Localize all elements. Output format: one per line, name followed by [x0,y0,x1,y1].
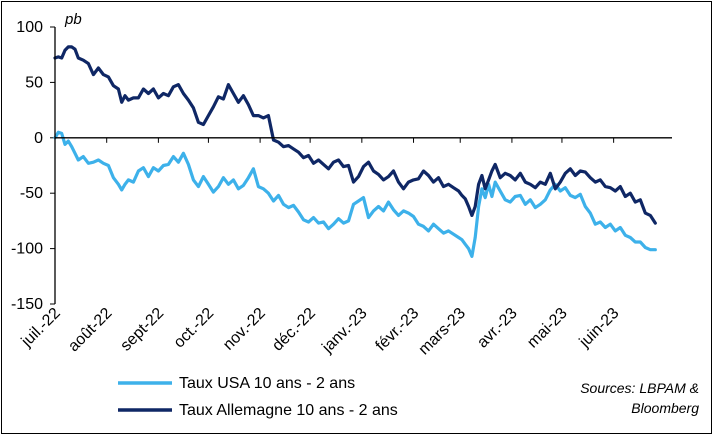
x-tick-label: déc.-22 [269,305,319,355]
x-tick-label: mars-23 [416,305,470,359]
source-line-1: Sources: LBPAM & [580,380,699,396]
x-axis-ticks: juil.-22 août-22 sept-22 oct.-22 nov.-22 déc.… [18,137,623,359]
x-tick-label: janv.-23 [319,305,371,357]
legend: Taux USA 10 ans - 2 ans Taux Allemagne 10… [118,375,398,419]
x-tick-label: sept-22 [117,305,167,355]
x-tick-label: oct.-22 [171,305,218,352]
y-tick-label: 100 [16,19,43,36]
y-unit-label: pb [64,11,82,28]
x-tick-label: avr.-23 [474,305,521,352]
x-tick-label: mai-23 [524,305,571,352]
source-line-2: Bloomberg [631,400,699,416]
y-tick-label: -150 [11,296,43,313]
x-tick-label: juin-23 [576,305,623,352]
y-tick-label: -100 [11,241,43,258]
plot-series [53,45,657,258]
y-tick-label: -50 [20,185,43,202]
y-tick-label: 50 [25,74,43,91]
legend-label-1: Taux USA 10 ans - 2 ans [179,375,355,392]
x-tick-label: nov.-22 [220,305,269,354]
y-tick-label: 0 [34,130,43,147]
series-line-2 [53,45,657,225]
legend-label-2: Taux Allemagne 10 ans - 2 ans [179,402,398,419]
y-axis-ticks: 100 50 0 -50 -100 -150 [11,19,55,313]
x-tick-label: août-22 [65,305,115,355]
series-line-1 [53,130,657,258]
